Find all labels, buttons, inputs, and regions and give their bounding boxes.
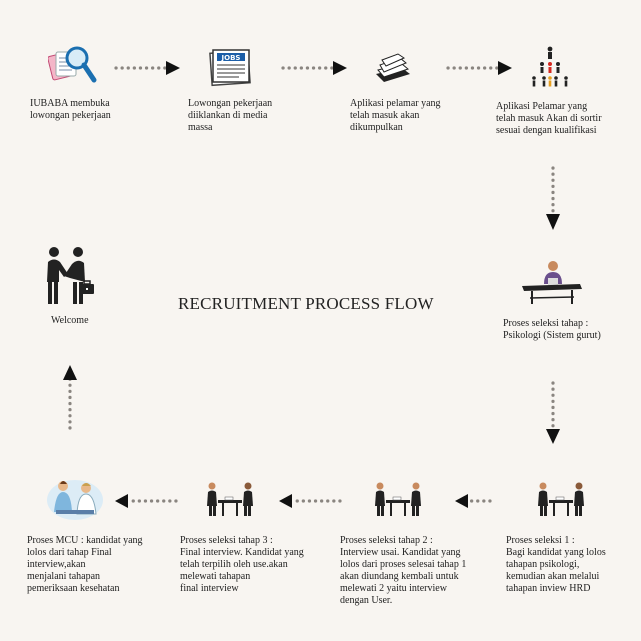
medical-checkup-icon: [46, 472, 104, 527]
arrowhead-5-6: [546, 429, 560, 444]
paper-stack-icon: [372, 52, 412, 91]
step-10-label: Welcome: [51, 315, 89, 326]
svg-text:JOBS: JOBS: [221, 54, 241, 62]
jobs-newspaper-icon: JOBS: [207, 48, 253, 93]
arrowhead-1-2: [166, 61, 180, 75]
step-2-label: Lowongan pekerjaan diiklankan di media m…: [188, 98, 273, 133]
arrowhead-9-10: [63, 365, 77, 380]
magnifier-document-icon: [47, 44, 98, 91]
interview-icon: [535, 480, 587, 525]
arrowhead-7-8: [279, 494, 292, 508]
arrowhead-2-3: [333, 61, 347, 75]
step-3-label: Aplikasi pelamar yang telah masuk akan d…: [350, 98, 441, 133]
arrowhead-8-9: [115, 494, 128, 508]
step-6-label: Proses seleksi 1 : Bagi kandidat yang lo…: [506, 535, 606, 594]
step-4-label: Aplikasi Pelamar yang telah masuk Akan d…: [496, 101, 602, 136]
interview-icon: [370, 480, 426, 525]
step-5-label: Proses seleksi tahap : Psikologi (Sistem…: [503, 318, 601, 341]
person-at-desk-icon: [520, 256, 584, 313]
arrowhead-3-4: [498, 61, 512, 75]
arrowhead-6-7: [455, 494, 468, 508]
people-sorting-icon: [528, 44, 572, 95]
arrowhead-4-5: [546, 214, 560, 230]
step-7-label: Proses seleksi tahap 2 : Interview usai.…: [340, 535, 467, 606]
step-1-label: IUBABA membuka lowongan pekerjaan: [30, 98, 111, 121]
interview-icon: [202, 480, 258, 525]
diagram-title: RECRUITMENT PROCESS FLOW: [178, 294, 434, 313]
handshake-icon: [44, 244, 100, 313]
step-8-label: Proses seleksi tahap 3 : Final interview…: [180, 535, 304, 594]
step-9-label: Proses MCU : kandidat yang lolos dari ta…: [27, 535, 143, 594]
